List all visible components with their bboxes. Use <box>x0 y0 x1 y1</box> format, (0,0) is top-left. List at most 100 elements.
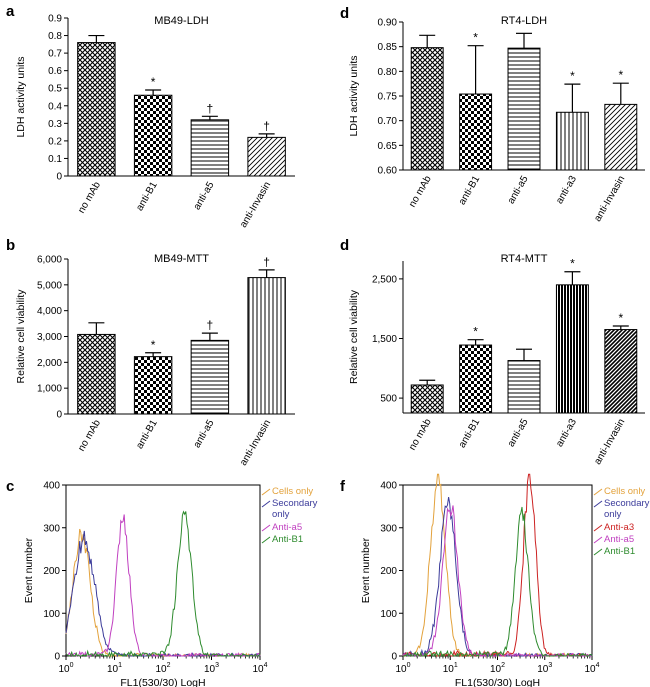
y-tick-label: 100 <box>43 609 60 620</box>
y-tick-label: 5,000 <box>37 280 62 291</box>
legend-label: Anti-a3 <box>604 522 634 533</box>
x-tick-base: 10 <box>584 664 596 675</box>
legend-swatch <box>593 548 603 556</box>
x-tick-base: 10 <box>252 664 264 675</box>
legend-swatch <box>261 536 271 544</box>
panel-label: f <box>340 478 346 495</box>
panel-label: d <box>340 5 349 22</box>
bar <box>604 329 638 414</box>
panel-label: d <box>340 237 349 254</box>
chart-d2: d RT4-MTT 500 1,500 2,500 Relative cell viabi… <box>340 237 645 467</box>
y-tick-label: 0.6 <box>48 66 62 77</box>
x-tick-base: 10 <box>155 664 167 675</box>
bar <box>459 344 493 414</box>
x-tick-label: anti-B1 <box>134 180 160 213</box>
x-tick-exponent: 2 <box>501 662 505 669</box>
y-tick-label: 200 <box>380 566 397 577</box>
histogram-anti-a5 <box>65 514 261 658</box>
y-axis-label: Relative cell viability <box>15 289 27 384</box>
x-tick-label: 104 <box>584 662 599 675</box>
significance-marker: * <box>618 68 623 82</box>
x-tick-label: 104 <box>252 662 267 675</box>
x-axis-label: FL1(530/30) LogH <box>455 677 540 687</box>
y-tick-label: 1,000 <box>37 384 62 395</box>
y-axis-label: Relative cell viability <box>348 289 360 384</box>
histogram-anti-b1 <box>403 506 593 658</box>
x-tick-label: anti-a5 <box>506 174 531 206</box>
y-tick-label: 0.70 <box>378 116 398 127</box>
bar <box>133 94 173 177</box>
significance-marker: * <box>473 31 478 45</box>
x-tick-label: anti-a5 <box>192 418 217 450</box>
y-tick-label: 6,000 <box>37 255 62 266</box>
y-tick-label: 0.9 <box>48 14 62 25</box>
y-tick-label: 0.60 <box>378 166 398 177</box>
significance-marker: † <box>207 318 214 332</box>
histogram-anti-a3 <box>402 473 592 658</box>
panel-label: a <box>6 3 15 20</box>
x-tick-label: anti-Invasin <box>238 418 273 468</box>
histogram-cells-only <box>402 473 593 658</box>
x-tick-label: 100 <box>58 662 73 675</box>
x-axis-label: FL1(530/30) LogH <box>120 677 205 687</box>
significance-marker: * <box>473 325 478 339</box>
y-tick-label: 2,000 <box>37 358 62 369</box>
y-tick-label: 2,500 <box>372 274 397 285</box>
x-tick-label: anti-a5 <box>506 417 531 449</box>
bar <box>410 47 444 171</box>
y-tick-label: 400 <box>380 481 397 492</box>
legend-swatch <box>261 524 271 532</box>
y-axis-label: Event number <box>23 537 35 603</box>
chart-title: MB49-MTT <box>154 253 209 265</box>
y-tick-label: 0.80 <box>378 67 398 78</box>
x-tick-label: no mAb <box>76 180 103 216</box>
chart-title: RT4-MTT <box>501 253 548 265</box>
x-tick-base: 10 <box>490 664 502 675</box>
y-tick-label: 0 <box>54 652 60 663</box>
bar <box>190 339 230 415</box>
legend-label: Anti-a5 <box>272 522 302 533</box>
x-tick-label: anti-B1 <box>457 417 483 450</box>
bar <box>410 384 444 414</box>
x-tick-label: 103 <box>537 662 552 675</box>
significance-marker: * <box>151 338 156 352</box>
bar <box>190 119 230 177</box>
y-tick-label: 1,500 <box>372 334 397 345</box>
y-tick-label: 0 <box>56 172 62 183</box>
legend-label: Anti-B1 <box>604 546 635 557</box>
plot-frame <box>65 484 261 657</box>
y-tick-label: 400 <box>43 481 60 492</box>
legend-label: Cells only <box>604 486 645 497</box>
x-tick-label: 100 <box>395 662 410 675</box>
y-tick-label: 0.8 <box>48 31 62 42</box>
significance-marker: * <box>618 311 623 325</box>
x-tick-label: anti-a3 <box>554 174 579 206</box>
x-tick-exponent: 1 <box>118 662 122 669</box>
chart-a: a MB49-LDH 0 0.1 0.2 0.3 0.4 0.5 0.6 0.7 0.8 0.9 LDH… <box>6 3 295 230</box>
chart-b: b MB49-MTT 0 1,000 2,000 3,000 4,000 5,000 6,000… <box>6 237 295 468</box>
x-tick-label: anti-Invasin <box>592 174 627 224</box>
y-tick-label: 0 <box>391 652 397 663</box>
y-tick-label: 300 <box>380 523 397 534</box>
y-tick-label: 0.65 <box>378 141 398 152</box>
legend-label: Anti-B1 <box>272 534 303 545</box>
legend-swatch <box>261 500 271 508</box>
y-tick-label: 0.2 <box>48 136 62 147</box>
y-tick-label: 500 <box>380 394 397 405</box>
x-tick-exponent: 2 <box>167 662 171 669</box>
x-tick-label: anti-Invasin <box>238 180 273 230</box>
y-tick-label: 200 <box>43 566 60 577</box>
x-tick-label: no mAb <box>407 174 434 210</box>
legend-label: Secondary only <box>272 498 318 520</box>
chart-title: MB49-LDH <box>154 15 208 27</box>
chart-d1: d RT4-LDH 0.60 0.65 0.70 0.75 0.80 0.85 0.90 LDH … <box>340 5 645 224</box>
y-tick-label: 0.75 <box>378 92 398 103</box>
bar <box>77 333 116 415</box>
y-tick-label: 0.3 <box>48 119 62 130</box>
x-tick-exponent: 1 <box>454 662 458 669</box>
x-tick-label: 103 <box>204 662 219 675</box>
legend-swatch <box>261 488 271 496</box>
significance-marker: * <box>151 75 156 89</box>
bar <box>555 111 589 171</box>
